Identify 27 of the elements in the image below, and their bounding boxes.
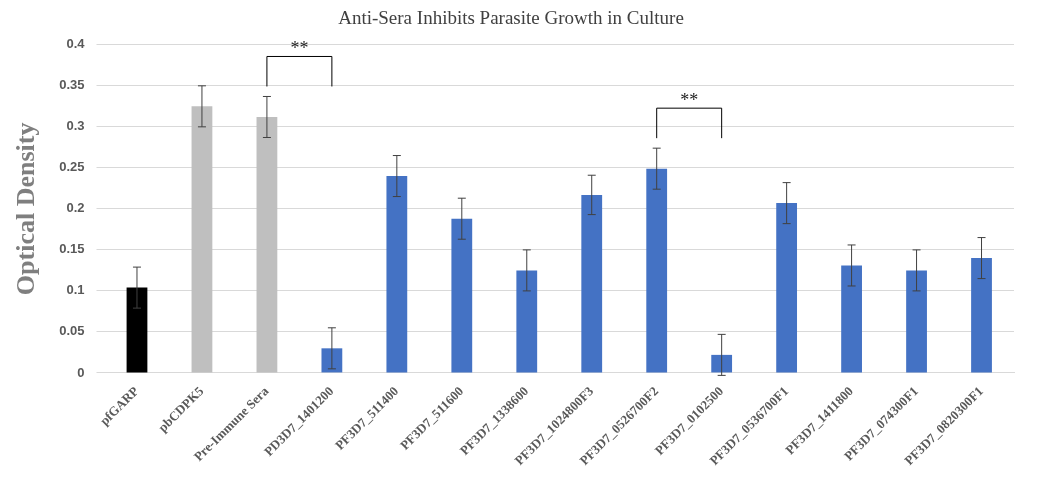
bar <box>971 258 992 373</box>
chart-title: Anti-Sera Inhibits Parasite Growth in Culture <box>338 7 684 29</box>
y-tick-label: 0.4 <box>66 36 86 52</box>
bar <box>126 287 148 373</box>
bar <box>646 168 668 373</box>
annotation: ** <box>290 38 309 59</box>
bar <box>841 265 862 373</box>
y-tick-label: 0.35 <box>59 77 85 93</box>
bar <box>711 354 733 373</box>
y-tick-label: 0.3 <box>66 118 85 134</box>
bar <box>321 348 343 373</box>
y-tick-label: 0.05 <box>59 323 85 339</box>
y-tick-label: 0.2 <box>66 200 85 216</box>
bar <box>776 203 798 373</box>
bar <box>581 194 603 373</box>
bar <box>906 270 927 373</box>
bar <box>386 176 408 373</box>
bar <box>516 270 538 373</box>
y-tick-label: 0.1 <box>66 282 85 298</box>
bar <box>451 218 473 373</box>
y-tick-label: 0 <box>77 364 85 380</box>
bar <box>191 106 213 373</box>
y-tick-label: 0.25 <box>59 159 85 175</box>
annotation: ** <box>680 89 699 110</box>
y-axis-title: Optical Density <box>11 122 41 296</box>
bar <box>256 116 278 373</box>
y-tick-label: 0.15 <box>59 241 85 257</box>
